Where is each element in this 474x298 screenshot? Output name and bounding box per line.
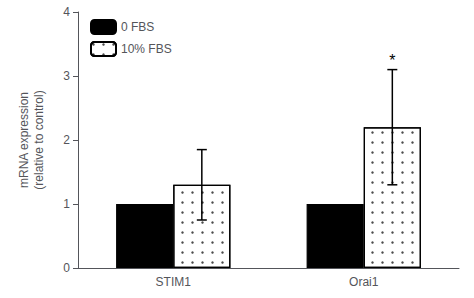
- svg-text:1: 1: [63, 197, 70, 211]
- svg-text:mRNA expression: mRNA expression: [17, 92, 31, 188]
- svg-text:2: 2: [63, 133, 70, 147]
- svg-text:3: 3: [63, 69, 70, 83]
- svg-text:(relative to control): (relative to control): [32, 90, 46, 189]
- svg-text:*: *: [389, 52, 395, 69]
- svg-text:10% FBS: 10% FBS: [121, 42, 172, 56]
- svg-text:STIM1: STIM1: [156, 275, 192, 289]
- svg-text:0 FBS: 0 FBS: [121, 20, 154, 34]
- svg-text:Orai1: Orai1: [349, 275, 379, 289]
- svg-text:4: 4: [63, 5, 70, 19]
- svg-text:0: 0: [63, 261, 70, 275]
